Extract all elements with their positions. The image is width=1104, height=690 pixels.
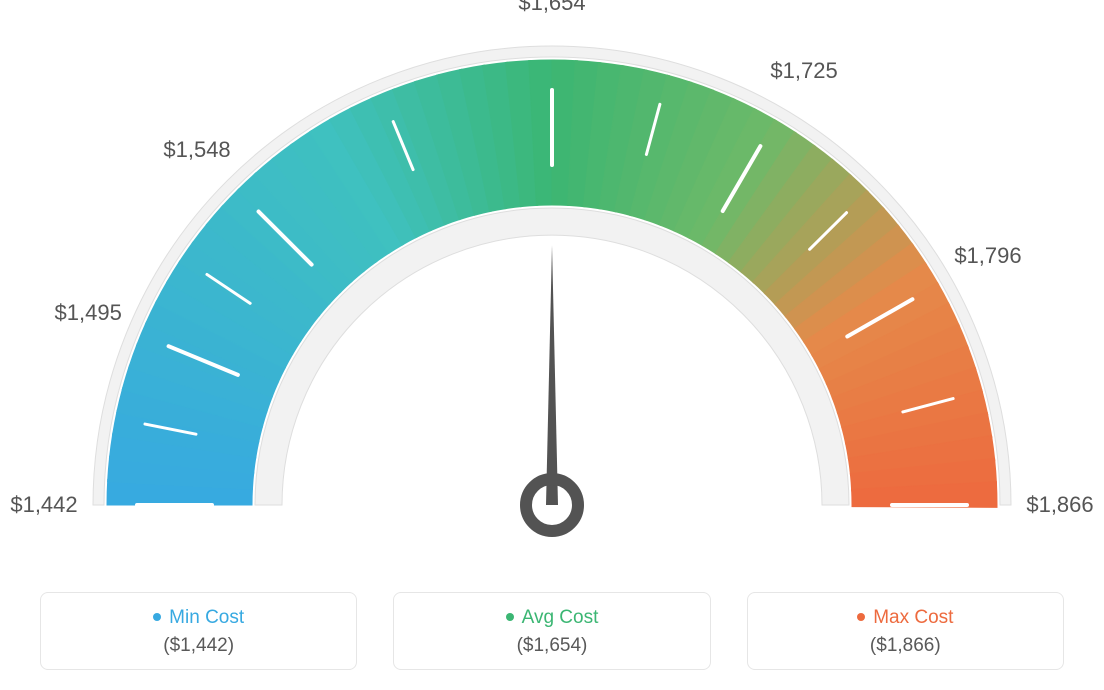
gauge-tick-label: $1,548 bbox=[163, 137, 230, 163]
legend-value-min: ($1,442) bbox=[51, 635, 346, 657]
legend-label: Max Cost bbox=[873, 607, 953, 628]
legend-card-avg: Avg Cost ($1,654) bbox=[393, 592, 710, 670]
legend-card-max: Max Cost ($1,866) bbox=[747, 592, 1064, 670]
gauge-tick-label: $1,866 bbox=[1026, 492, 1093, 518]
legend-label: Min Cost bbox=[169, 607, 244, 628]
dot-icon bbox=[857, 613, 865, 621]
legend-card-min: Min Cost ($1,442) bbox=[40, 592, 357, 670]
dot-icon bbox=[153, 613, 161, 621]
legend-value-max: ($1,866) bbox=[758, 635, 1053, 657]
dot-icon bbox=[506, 613, 514, 621]
gauge-tick-label: $1,654 bbox=[518, 0, 585, 16]
cost-gauge: $1,442 $1,495 $1,548 $1,654 $1,725 $1,796 $1,8… bbox=[0, 0, 1104, 560]
gauge-tick-label: $1,725 bbox=[770, 58, 837, 84]
legend-title-min: Min Cost bbox=[51, 607, 346, 629]
gauge-tick-label: $1,495 bbox=[55, 300, 122, 326]
legend-label: Avg Cost bbox=[522, 607, 599, 628]
legend-title-avg: Avg Cost bbox=[404, 607, 699, 629]
legend-value-avg: ($1,654) bbox=[404, 635, 699, 657]
legend-title-max: Max Cost bbox=[758, 607, 1053, 629]
gauge-tick-label: $1,442 bbox=[10, 492, 77, 518]
gauge-tick-label: $1,796 bbox=[954, 243, 1021, 269]
gauge-svg bbox=[0, 0, 1104, 560]
legend-row: Min Cost ($1,442) Avg Cost ($1,654) Max … bbox=[0, 592, 1104, 670]
